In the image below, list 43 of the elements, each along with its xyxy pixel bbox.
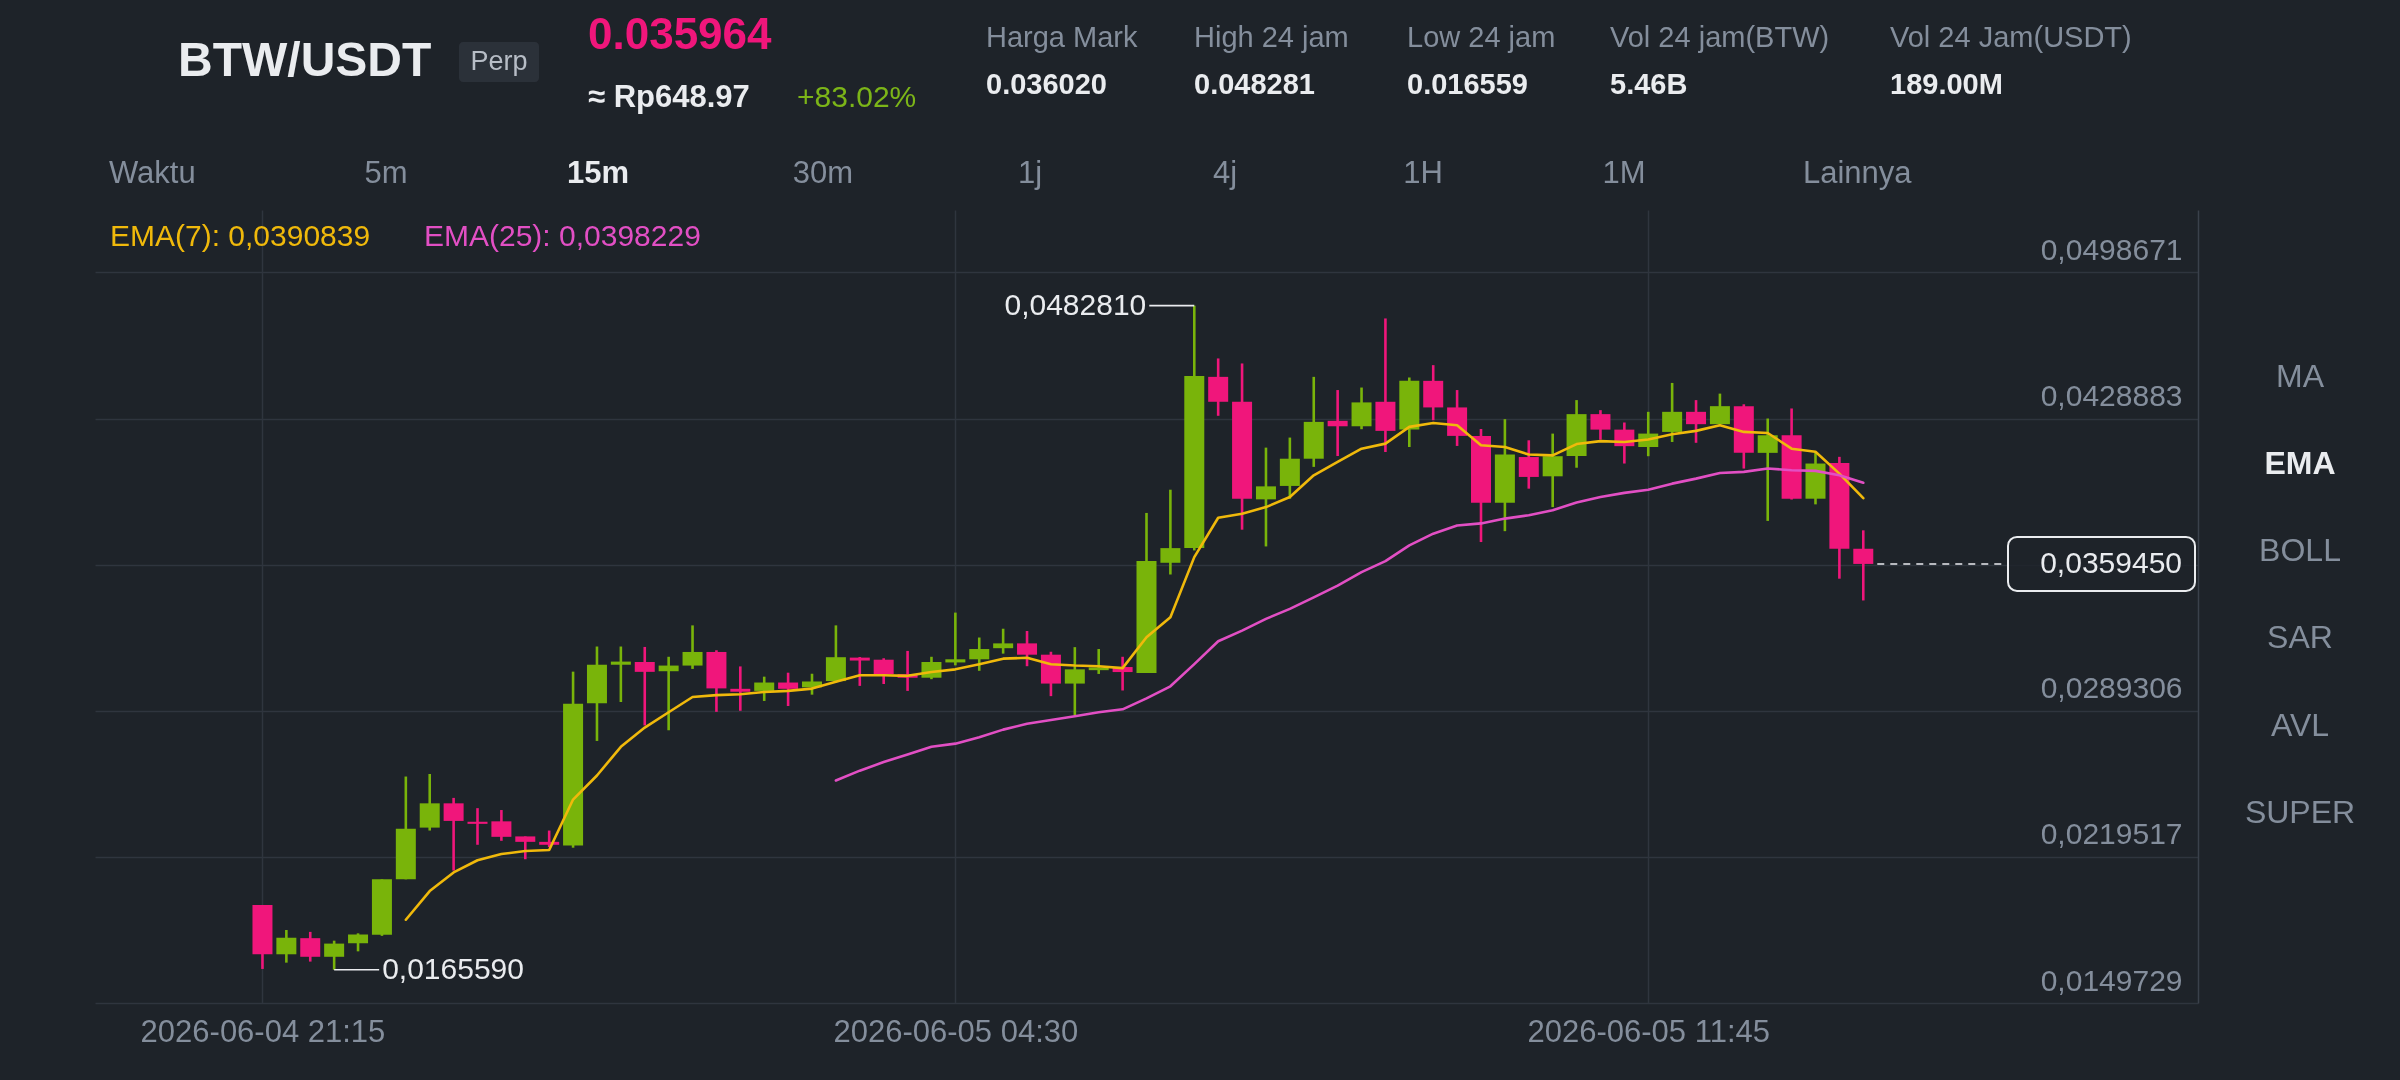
annotation: 0,0482810: [1004, 287, 1147, 321]
x-tick-label: 2026-06-05 11:45: [1527, 1013, 1770, 1049]
text: 1M: [1602, 155, 1646, 190]
x-tick-label: 2026-06-05 04:30: [833, 1013, 1079, 1049]
y-tick-label: 0,0219517: [2040, 817, 2183, 851]
text: ≈ Rp648.97: [588, 79, 750, 114]
text: 0.048281: [1194, 68, 1315, 100]
text: Lainnya: [1803, 155, 1913, 190]
y-tick-label: 0,0149729: [2040, 963, 2183, 997]
text: EMA: [2264, 445, 2336, 481]
text: 30m: [792, 155, 854, 190]
y-tick-label: 0,0428883: [2040, 379, 2183, 413]
ref-line-label: 0,0359450: [2040, 545, 2182, 579]
text: EMA(7): 0,0390839: [110, 219, 371, 252]
x-tick-label: 2026-06-04 21:15: [140, 1013, 386, 1049]
annotation: 0,0165590: [382, 951, 524, 985]
chart-title: BTW/USDT: [178, 33, 432, 86]
text: 0.036020: [986, 68, 1107, 100]
text: BOLL: [2259, 532, 2341, 568]
text: Vol 24 jam(BTW): [1610, 21, 1830, 53]
text: AVL: [2270, 707, 2330, 743]
text: SUPER: [2244, 794, 2356, 830]
text: Vol 24 Jam(USDT): [1890, 21, 2132, 53]
text: 1H: [1403, 155, 1443, 190]
text: 15m: [566, 155, 630, 190]
text: 1j: [1017, 155, 1043, 190]
text: Harga Mark: [986, 21, 1138, 53]
text: 5m: [364, 155, 408, 190]
text: 4j: [1212, 155, 1238, 190]
text: SAR: [2267, 619, 2333, 655]
text: 5.46B: [1610, 68, 1688, 100]
y-tick-label: 0,0289306: [2040, 671, 2183, 705]
text: 0.035964: [588, 9, 773, 58]
text: Low 24 jam: [1407, 21, 1556, 53]
text: High 24 jam: [1194, 21, 1349, 53]
text: Waktu: [109, 155, 196, 190]
text: 0.016559: [1407, 68, 1528, 100]
text: Perp: [470, 46, 528, 76]
text: +83.02%: [797, 80, 917, 113]
text: EMA(25): 0,0398229: [424, 219, 701, 252]
y-tick-label: 0,0498671: [2040, 232, 2183, 266]
text: MA: [2276, 358, 2325, 394]
text: 189.00M: [1890, 68, 2003, 100]
